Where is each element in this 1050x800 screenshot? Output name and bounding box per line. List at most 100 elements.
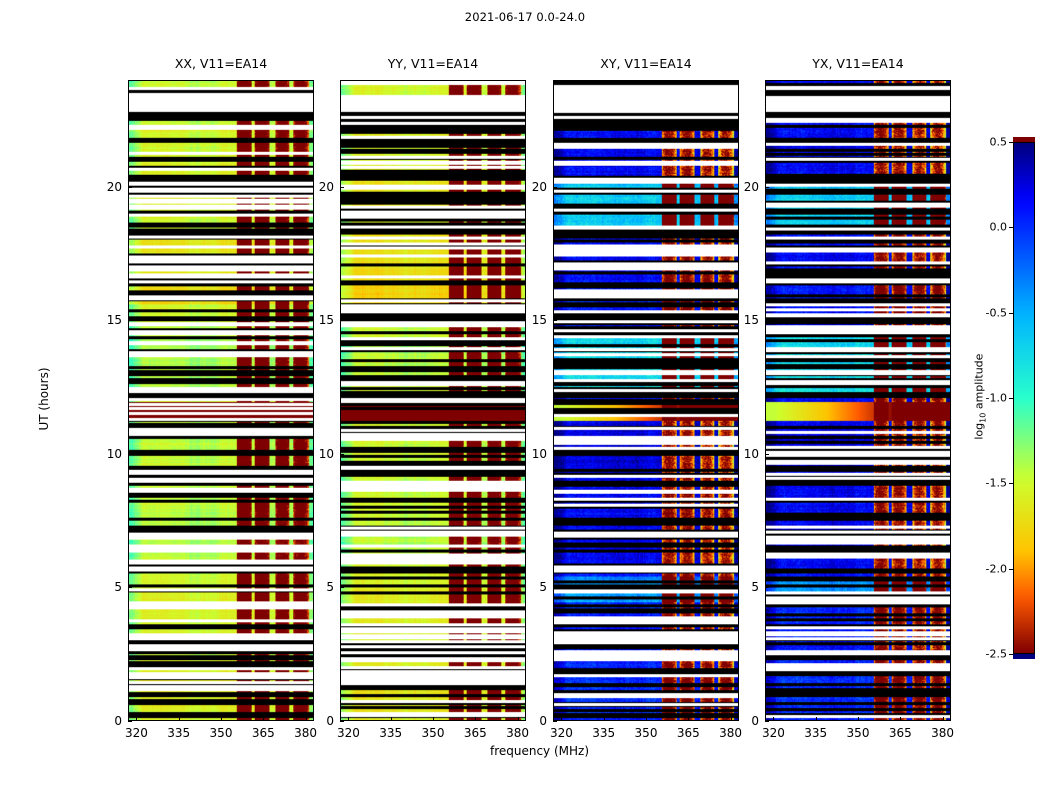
colorbar-tick-mark	[1009, 569, 1013, 570]
colorbar-tick-label: 0.5	[989, 135, 1008, 149]
x-tick-mark	[136, 717, 137, 721]
y-tick-label: 20	[531, 179, 547, 194]
y-tick-mark	[553, 721, 557, 722]
y-tick-mark	[765, 587, 769, 588]
x-tick-mark	[179, 717, 180, 721]
x-tick-mark	[858, 717, 859, 721]
y-tick-label: 15	[106, 313, 122, 328]
colorbar-tick-label: -1.0	[985, 391, 1007, 405]
figure-suptitle: 2021-06-17 0.0-24.0	[464, 10, 586, 24]
colorbar-tick-mark	[1009, 227, 1013, 228]
heatmap-image-xx	[129, 81, 313, 720]
x-tick-label: 320	[125, 726, 148, 740]
y-tick-mark	[128, 187, 132, 188]
y-tick-mark	[765, 320, 769, 321]
x-tick-mark	[433, 717, 434, 721]
y-tick-mark	[128, 721, 132, 722]
colorbar-tick-mark	[1009, 654, 1013, 655]
y-tick-mark	[765, 187, 769, 188]
x-tick-label: 380	[294, 726, 317, 740]
y-tick-label: 0	[751, 714, 759, 728]
x-tick-label: 335	[592, 726, 616, 740]
x-tick-mark	[306, 717, 307, 721]
colorbar-tick-mark	[1009, 313, 1013, 314]
x-tick-label: 335	[379, 726, 403, 740]
heatmap-image-yx	[766, 81, 950, 720]
y-tick-label: 20	[743, 179, 759, 194]
x-tick-mark	[475, 717, 476, 721]
x-tick-label: 350	[634, 726, 658, 740]
colorbar-tick-label: -2.0	[985, 562, 1007, 576]
y-tick-mark	[553, 187, 557, 188]
x-tick-label: 320	[337, 726, 360, 740]
y-tick-label: 10	[318, 446, 334, 461]
x-tick-label: 380	[506, 726, 529, 740]
panel-title-yy: YY, V11=EA14	[387, 56, 479, 71]
y-tick-mark	[128, 320, 132, 321]
colorbar-label: log10 amplitude	[972, 337, 987, 457]
y-tick-mark	[553, 320, 557, 321]
colorbar-tick-label: -2.5	[985, 647, 1007, 661]
x-tick-label: 365	[251, 726, 275, 740]
x-tick-mark	[518, 717, 519, 721]
x-tick-label: 320	[762, 726, 785, 740]
x-tick-mark	[773, 717, 774, 721]
y-tick-mark	[340, 454, 344, 455]
x-axis-label: frequency (MHz)	[489, 744, 590, 758]
x-tick-mark	[604, 717, 605, 721]
heatmap-panel-xx[interactable]	[128, 80, 314, 721]
y-tick-mark	[765, 721, 769, 722]
heatmap-panel-xy[interactable]	[553, 80, 739, 721]
y-tick-label: 15	[743, 313, 759, 328]
heatmap-image-xy	[554, 81, 738, 720]
y-tick-label: 15	[318, 313, 334, 328]
x-tick-label: 380	[931, 726, 954, 740]
x-tick-label: 365	[463, 726, 487, 740]
y-axis-label: UT (hours)	[37, 366, 51, 431]
colorbar-label-subscript: 10	[978, 412, 988, 423]
colorbar-tick-mark	[1009, 483, 1013, 484]
y-tick-label: 0	[326, 714, 334, 728]
x-tick-label: 350	[209, 726, 233, 740]
y-tick-mark	[765, 454, 769, 455]
x-tick-mark	[263, 717, 264, 721]
colorbar-tick-mark	[1009, 142, 1013, 143]
x-tick-label: 350	[846, 726, 870, 740]
y-tick-mark	[128, 454, 132, 455]
y-tick-mark	[340, 187, 344, 188]
x-tick-label: 380	[719, 726, 742, 740]
x-tick-mark	[900, 717, 901, 721]
x-tick-label: 365	[676, 726, 700, 740]
x-tick-mark	[731, 717, 732, 721]
y-tick-label: 20	[318, 179, 334, 194]
y-tick-mark	[340, 587, 344, 588]
colorbar[interactable]	[1013, 142, 1035, 654]
x-tick-label: 335	[167, 726, 191, 740]
colorbar-gradient	[1014, 143, 1034, 653]
y-tick-mark	[128, 587, 132, 588]
y-tick-label: 5	[539, 580, 547, 595]
y-tick-label: 0	[114, 714, 122, 728]
heatmap-panel-yx[interactable]	[765, 80, 951, 721]
y-tick-label: 20	[106, 179, 122, 194]
x-tick-mark	[688, 717, 689, 721]
colorbar-label-text: log	[972, 422, 986, 440]
panel-title-xx: XX, V11=EA14	[174, 56, 268, 71]
x-tick-mark	[221, 717, 222, 721]
x-tick-mark	[943, 717, 944, 721]
y-tick-label: 15	[531, 313, 547, 328]
panel-title-yx: YX, V11=EA14	[812, 56, 904, 71]
y-tick-mark	[553, 587, 557, 588]
colorbar-extend-top	[1013, 137, 1035, 142]
colorbar-tick-mark	[1009, 398, 1013, 399]
x-tick-label: 335	[804, 726, 828, 740]
heatmap-image-yy	[341, 81, 525, 720]
x-tick-mark	[391, 717, 392, 721]
x-tick-label: 350	[421, 726, 445, 740]
y-tick-label: 5	[751, 580, 759, 595]
y-tick-label: 10	[743, 446, 759, 461]
x-tick-mark	[816, 717, 817, 721]
x-tick-mark	[348, 717, 349, 721]
heatmap-panel-yy[interactable]	[340, 80, 526, 721]
colorbar-tick-label: -1.5	[985, 476, 1007, 490]
